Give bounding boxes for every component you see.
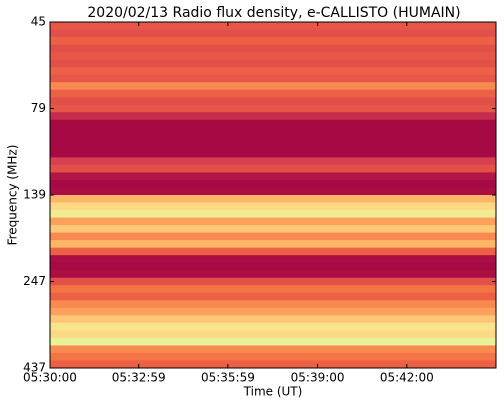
plot-area [50,22,496,369]
spectrum-band [50,119,496,128]
spectrum-band [50,345,496,354]
spectrum-band [50,322,496,331]
spectrum-band [50,82,496,91]
spectrum-band [50,195,496,204]
spectrum-band [50,307,496,316]
spectrum-band [50,217,496,226]
spectrum-band [50,262,496,271]
x-axis-label: Time (UT) [243,385,303,399]
spectrum-band [50,149,496,158]
spectrum-band [50,270,496,279]
spectrum-band [50,104,496,113]
spectrum-band [50,277,496,286]
spectrum-band [50,29,496,38]
spectrum-band [50,360,496,369]
spectrum-band [50,37,496,46]
spectrum-band [50,210,496,219]
spectrum-band [50,285,496,294]
spectrum-band [50,337,496,346]
spectrum-band [50,172,496,181]
y-tick-label: 139 [23,188,46,202]
spectrum-band [50,52,496,61]
spectrum-band [50,22,496,31]
spectrum-band [50,74,496,83]
spectrum-band [50,142,496,151]
spectrum-band [50,292,496,301]
spectrum-band [50,127,496,136]
spectrum-band [50,240,496,249]
spectrum-band [50,352,496,361]
y-tick-label: 437 [23,361,46,375]
spectrum-band [50,232,496,241]
spectrum-band [50,157,496,166]
spectrum-band [50,300,496,309]
spectrum-band [50,225,496,234]
spectrum-band [50,164,496,173]
y-tick-label: 247 [23,274,46,288]
spectrum-band [50,59,496,68]
spectrum-band [50,89,496,98]
spectrum-band [50,179,496,188]
x-tick-label: 05:30:00 [23,371,77,385]
y-axis-label: Frequency (MHz) [6,145,20,246]
y-tick-label: 79 [31,101,46,115]
spectrum-band [50,330,496,339]
x-tick-label: 05:35:59 [201,371,255,385]
x-tick-label: 05:42:00 [380,371,434,385]
spectrum-band [50,202,496,211]
chart-title: 2020/02/13 Radio flux density, e-CALLIST… [87,5,460,21]
spectrum-band [50,247,496,256]
spectrum-band [50,97,496,106]
spectrum-band [50,134,496,143]
spectrum-band [50,44,496,53]
spectrum-band [50,255,496,264]
spectrum-band [50,112,496,121]
spectrum-band [50,67,496,76]
spectrum-band [50,187,496,196]
x-tick-label: 05:32:59 [112,371,166,385]
spectrum-band [50,315,496,324]
y-tick-label: 45 [31,15,46,29]
x-tick-label: 05:39:00 [291,371,345,385]
